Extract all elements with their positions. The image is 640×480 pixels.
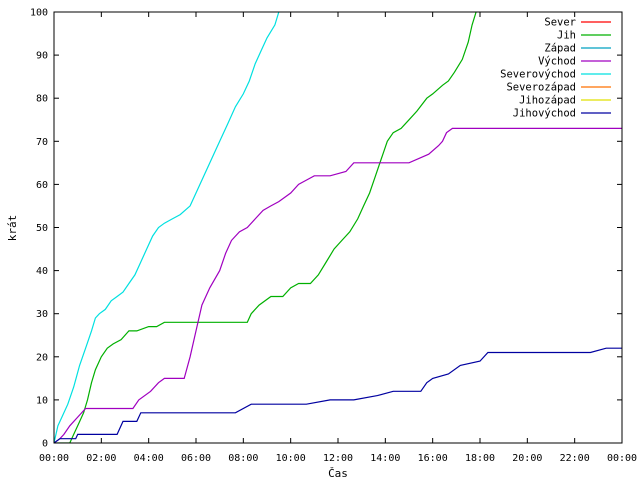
series-line — [54, 12, 280, 443]
x-tick-label: 00:00 — [607, 453, 637, 464]
series-line — [54, 127, 622, 443]
y-tick-label: 60 — [36, 180, 48, 191]
y-tick-label: 20 — [36, 352, 48, 363]
x-tick-label: 18:00 — [465, 453, 495, 464]
legend-label: Jihozápad — [519, 95, 576, 107]
y-tick-label: 40 — [36, 266, 48, 277]
x-axis-title: Čas — [328, 467, 348, 480]
x-tick-label: 08:00 — [228, 453, 258, 464]
legend-label: Západ — [544, 43, 576, 55]
y-tick-label: 10 — [36, 395, 48, 406]
legend-label: Severozápad — [506, 82, 576, 94]
legend-label: Jihovýchod — [513, 108, 576, 120]
y-tick-label: 0 — [42, 439, 48, 450]
y-tick-label: 50 — [36, 223, 48, 234]
x-tick-label: 02:00 — [86, 453, 116, 464]
x-tick-label: 22:00 — [560, 453, 590, 464]
series-line — [54, 347, 622, 443]
legend: SeverJihZápadVýchodSeverovýchodSeverozáp… — [500, 17, 611, 120]
y-tick-label: 70 — [36, 137, 48, 148]
x-axis: 00:00 02:00 04:00 06:00 08:00 10:00 12:00 14:00… — [39, 12, 637, 464]
x-tick-label: 04:00 — [134, 453, 164, 464]
x-tick-label: 00:00 — [39, 453, 69, 464]
x-tick-label: 14:00 — [370, 453, 400, 464]
legend-label: Jih — [557, 30, 576, 42]
x-tick-label: 06:00 — [181, 453, 211, 464]
x-tick-label: 16:00 — [418, 453, 448, 464]
series-line — [54, 12, 477, 443]
x-tick-label: 20:00 — [512, 453, 542, 464]
y-tick-label: 30 — [36, 309, 48, 320]
y-axis: 0 10 20 30 40 50 60 70 80 90 100 — [30, 8, 622, 450]
legend-label: Sever — [544, 17, 576, 29]
y-tick-label: 80 — [36, 94, 48, 105]
y-tick-label: 100 — [30, 8, 48, 19]
legend-label: Východ — [538, 56, 576, 68]
y-tick-label: 90 — [36, 51, 48, 62]
x-tick-label: 10:00 — [276, 453, 306, 464]
x-tick-label: 12:00 — [323, 453, 353, 464]
legend-label: Severovýchod — [500, 69, 576, 81]
y-axis-title: krát — [6, 215, 19, 242]
series-layer — [54, 12, 622, 443]
